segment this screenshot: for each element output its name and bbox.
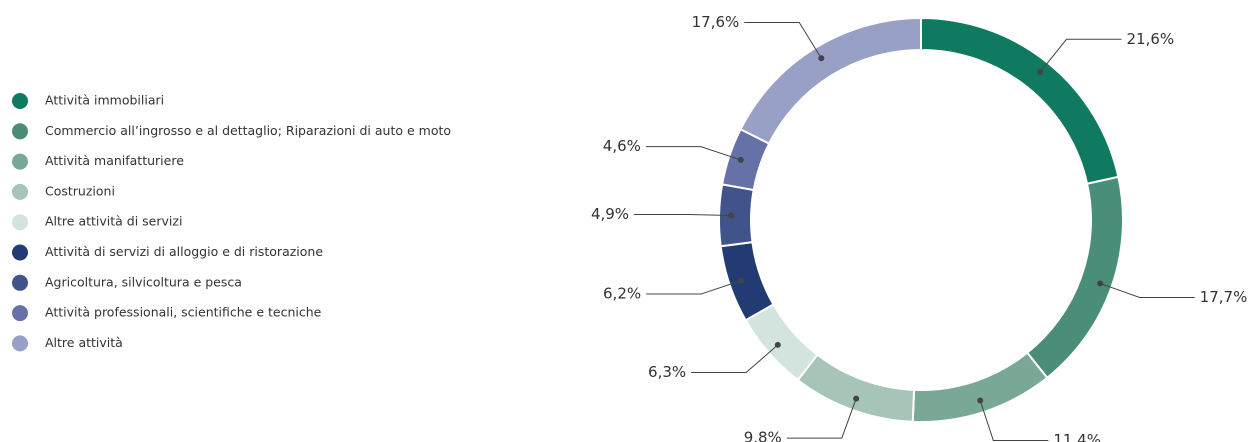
data-label: 6,3% [648, 363, 686, 381]
legend-swatch [12, 123, 28, 140]
legend-swatch [12, 305, 28, 322]
donut-slice [1025, 175, 1124, 380]
data-label: 21,6% [1127, 30, 1175, 48]
leader-line [1099, 282, 1195, 298]
legend-swatch [12, 274, 28, 291]
data-label: 4,9% [591, 205, 629, 223]
donut [718, 16, 1124, 423]
leader-line [634, 214, 732, 217]
leader-line [691, 344, 779, 373]
legend-swatch [12, 244, 28, 261]
donut-slice [796, 353, 916, 423]
legend-swatch [12, 153, 28, 170]
legend-label: Costruzioni [45, 183, 115, 198]
legend-label: Commercio all’ingrosso e al dettaglio; R… [45, 123, 451, 138]
leader-line [646, 280, 742, 295]
leader-line [744, 22, 822, 59]
data-label: 4,6% [603, 137, 641, 155]
data-label: 17,6% [692, 13, 740, 31]
legend-label: Attività manifatturiere [45, 153, 184, 168]
leader-line [979, 400, 1049, 441]
legend-swatch [12, 335, 28, 352]
donut-slice [920, 16, 1120, 185]
data-label: 6,2% [603, 285, 641, 303]
legend: Attività immobiliari Commercio all’ingros… [12, 93, 451, 352]
data-label: 9,8% [744, 429, 782, 442]
leader-line [786, 398, 857, 439]
leader-line [1039, 38, 1122, 73]
donut-slice [744, 303, 819, 382]
legend-swatch [12, 93, 28, 109]
legend-swatch [12, 183, 28, 200]
donut-slice [911, 351, 1049, 423]
legend-swatch [12, 214, 28, 231]
donut-slice [739, 16, 922, 145]
legend-label: Agricoltura, silvicoltura e pesca [45, 274, 242, 289]
data-labels: 21,6% 17,7% 11,4% 9,8% 6,3% 6,2% 4,9% 4,6% 17,6% [591, 13, 1247, 442]
legend-label: Attività immobiliari [45, 93, 164, 108]
data-label: 17,7% [1200, 288, 1248, 306]
data-label: 11,4% [1053, 431, 1101, 442]
legend-label: Attività di servizi di alloggio e di ris… [45, 244, 323, 259]
legend-label: Altre attività di servizi [45, 214, 182, 229]
leader-line [645, 146, 741, 161]
legend-label: Attività professionali, scientifiche e t… [45, 305, 322, 320]
legend-label: Altre attività [45, 335, 123, 350]
donut-slice [719, 240, 775, 322]
